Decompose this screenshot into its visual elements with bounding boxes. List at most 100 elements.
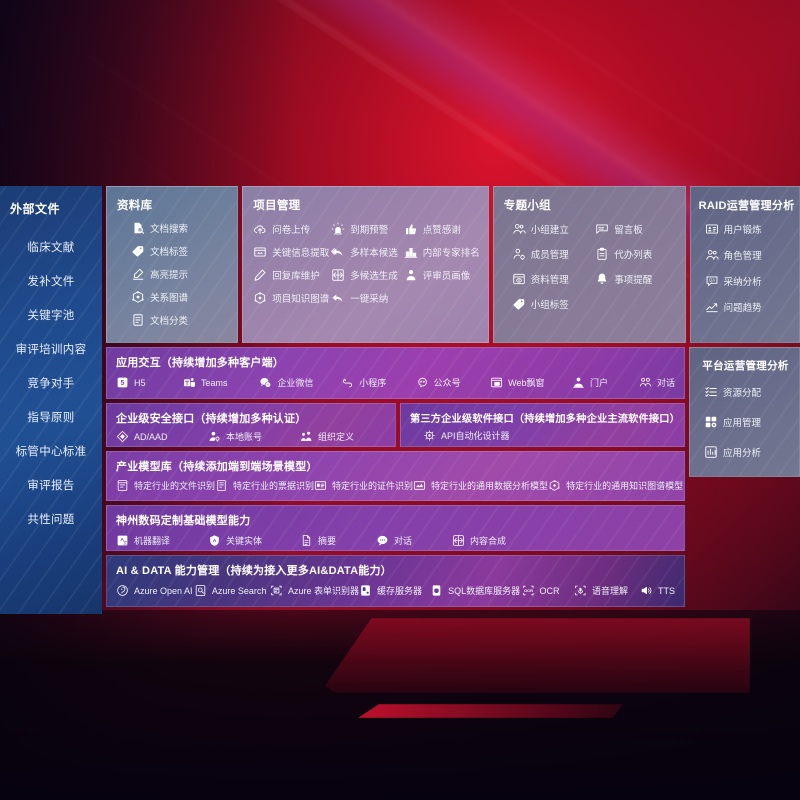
archive-icon	[512, 272, 526, 286]
id-card-icon	[705, 222, 719, 236]
feature-adoption-analysis[interactable]: QA 采纳分析	[705, 274, 793, 288]
feature-member-management[interactable]: 成员管理	[512, 247, 593, 261]
feature-local-account[interactable]: 本地账号	[208, 430, 300, 443]
feature-mini-program[interactable]: 小程序	[341, 376, 415, 389]
feature-material-management[interactable]: 资料管理	[512, 272, 593, 286]
feature-label: 公众号	[433, 378, 461, 388]
cloud-upload-icon	[253, 222, 267, 236]
feature-user-training[interactable]: 用户锻炼	[705, 222, 793, 236]
feature-group-tag[interactable]: 小组标签	[512, 297, 593, 311]
feature-file-recognition[interactable]: 特定行业的文件识别	[116, 479, 215, 492]
feature-todo-list[interactable]: 代办列表	[595, 247, 676, 261]
feature-message-board[interactable]: 留言板	[595, 222, 676, 236]
content-area: 资料库 文档搜索 文档标签 高亮提示	[106, 186, 800, 614]
feature-receipt-recognition[interactable]: 特定行业的票据识别	[215, 479, 314, 492]
feature-role-management[interactable]: 角色管理	[705, 248, 793, 262]
feature-chat[interactable]: 对话	[639, 376, 675, 389]
panel-raid-analysis: RAID运营管理分析 用户锻炼 角色管理 QA 采纳分析	[689, 186, 800, 343]
feature-official-account[interactable]: 公众号	[416, 376, 490, 389]
feature-speech-understanding[interactable]: 语音理解	[574, 584, 640, 597]
feature-project-knowledge-graph[interactable]: 项目知识图谱	[253, 291, 329, 305]
feature-label: 用户锻炼	[723, 225, 762, 236]
band-third-party-items: API自动化设计器	[401, 425, 684, 442]
feature-ocr[interactable]: OCR OCR	[522, 584, 574, 597]
feature-cache-server[interactable]: 缓存服务器	[359, 584, 430, 597]
feature-label: 高亮提示	[150, 270, 189, 281]
feature-label: Azure Search	[211, 585, 267, 596]
feature-document-search[interactable]: 文档搜索	[131, 221, 229, 235]
panel-topic-group: 专题小组 小组建立 留言板 成员管理	[492, 186, 686, 343]
feature-document-classify[interactable]: 文档分类	[131, 313, 229, 327]
feature-portal[interactable]: 门户	[572, 376, 639, 389]
feature-resource-allocation[interactable]: 资源分配	[704, 385, 793, 399]
feature-label: Azure 表单识别器	[288, 586, 360, 596]
feature-azure-search[interactable]: Azure Search	[194, 584, 270, 597]
feature-api-designer[interactable]: API自动化设计器	[423, 429, 510, 442]
feature-document-tag[interactable]: 文档标签	[131, 244, 229, 258]
feature-relation-graph[interactable]: 关系图谱	[131, 290, 229, 304]
feature-teams[interactable]: Teams	[183, 376, 259, 389]
feature-multi-sample-candidates[interactable]: 多样本候选	[331, 245, 401, 259]
background-shape	[358, 704, 623, 718]
feature-web-popup[interactable]: Web飘窗	[490, 376, 572, 389]
feature-due-alert[interactable]: 到期预警	[331, 222, 401, 236]
feature-dialog[interactable]: 对话	[376, 534, 452, 547]
feature-knowledge-graph-model[interactable]: 特定行业的通用知识图谱模型	[548, 479, 683, 492]
sidebar-item-supplement-files[interactable]: 发补文件	[27, 276, 75, 288]
feature-reviewer-profile[interactable]: 评审员画像	[404, 268, 480, 282]
feature-questionnaire-upload[interactable]: 问卷上传	[253, 222, 329, 236]
feature-ad-aad[interactable]: AD/AAD	[116, 430, 208, 443]
sidebar-item-review-training[interactable]: 审评培训内容	[15, 344, 87, 356]
panel-raid-title: RAID运营管理分析	[698, 200, 795, 212]
reply-icon	[331, 291, 345, 305]
feature-app-management[interactable]: 应用管理	[704, 415, 793, 429]
feature-h5[interactable]: 5 H5	[116, 376, 183, 389]
feature-reply-library-maintenance[interactable]: 回复库维护	[253, 268, 329, 282]
search-doc-icon	[194, 584, 207, 597]
feature-issue-trend[interactable]: 问题趋势	[705, 300, 793, 314]
feature-label: 摘要	[318, 536, 337, 546]
feature-wechat-work[interactable]: 企业微信	[259, 376, 341, 389]
feature-sql-database-server[interactable]: SQL数据库服务器	[430, 584, 521, 597]
feature-label: Azure Open AI	[134, 585, 193, 596]
feature-label: 问题趋势	[723, 303, 762, 314]
feature-label: 多样本候选	[350, 248, 398, 259]
svg-text:A: A	[213, 538, 217, 544]
feature-content-synthesis[interactable]: 内容合成	[452, 534, 506, 547]
sidebar-item-review-report[interactable]: 审评报告	[27, 480, 75, 492]
feature-app-analytics[interactable]: 应用分析	[704, 445, 793, 459]
sidebar-item-guidelines[interactable]: 指导原则	[27, 412, 75, 424]
feature-label: AD/AAD	[134, 431, 168, 442]
feature-group-create[interactable]: 小组建立	[512, 222, 593, 236]
feature-key-info-extract[interactable]: 关键信息提取	[253, 245, 329, 259]
sidebar-item-keyword-pool[interactable]: 关键字池	[27, 310, 75, 322]
sidebar-item-clinical-literature[interactable]: 临床文献	[27, 242, 75, 254]
sidebar-item-competitors[interactable]: 竞争对手	[27, 378, 75, 390]
feature-label: 项目知识图谱	[272, 294, 330, 305]
feature-key-entity[interactable]: A 关键实体	[208, 534, 300, 547]
sidebar-item-standards[interactable]: 标管中心标准	[15, 446, 87, 458]
feature-thumbs-up-thanks[interactable]: 点赞感谢	[404, 222, 480, 236]
people-add-icon	[512, 222, 526, 236]
teams-icon	[183, 376, 196, 389]
feature-label: 资源分配	[723, 388, 762, 399]
feature-item-reminder[interactable]: 事项提醒	[595, 272, 676, 286]
feature-tts[interactable]: TTS	[640, 584, 675, 597]
feature-azure-openai[interactable]: Azure Open AI	[116, 584, 194, 597]
feature-highlight-hint[interactable]: 高亮提示	[131, 267, 229, 281]
document-list-icon	[131, 313, 145, 327]
feature-internal-expert-ranking[interactable]: 内部专家排名	[404, 245, 480, 259]
feature-org-definition[interactable]: 组织定义	[300, 430, 354, 443]
feature-form-recognizer[interactable]: Azure 表单识别器	[270, 584, 359, 597]
sidebar-item-common-issues[interactable]: 共性问题	[27, 514, 75, 526]
feature-multi-candidate-generation[interactable]: 多候选生成	[331, 268, 401, 282]
feature-label: 对话	[657, 378, 676, 388]
feature-data-analysis-model[interactable]: 特定行业的通用数据分析模型	[413, 479, 548, 492]
sql-database-icon	[430, 584, 443, 597]
feature-label: 回复库维护	[272, 271, 320, 282]
feature-summary[interactable]: 摘要	[300, 534, 376, 547]
feature-id-recognition[interactable]: 特定行业的证件识别	[314, 479, 413, 492]
feature-one-click-adopt[interactable]: 一键采纳	[331, 291, 401, 305]
